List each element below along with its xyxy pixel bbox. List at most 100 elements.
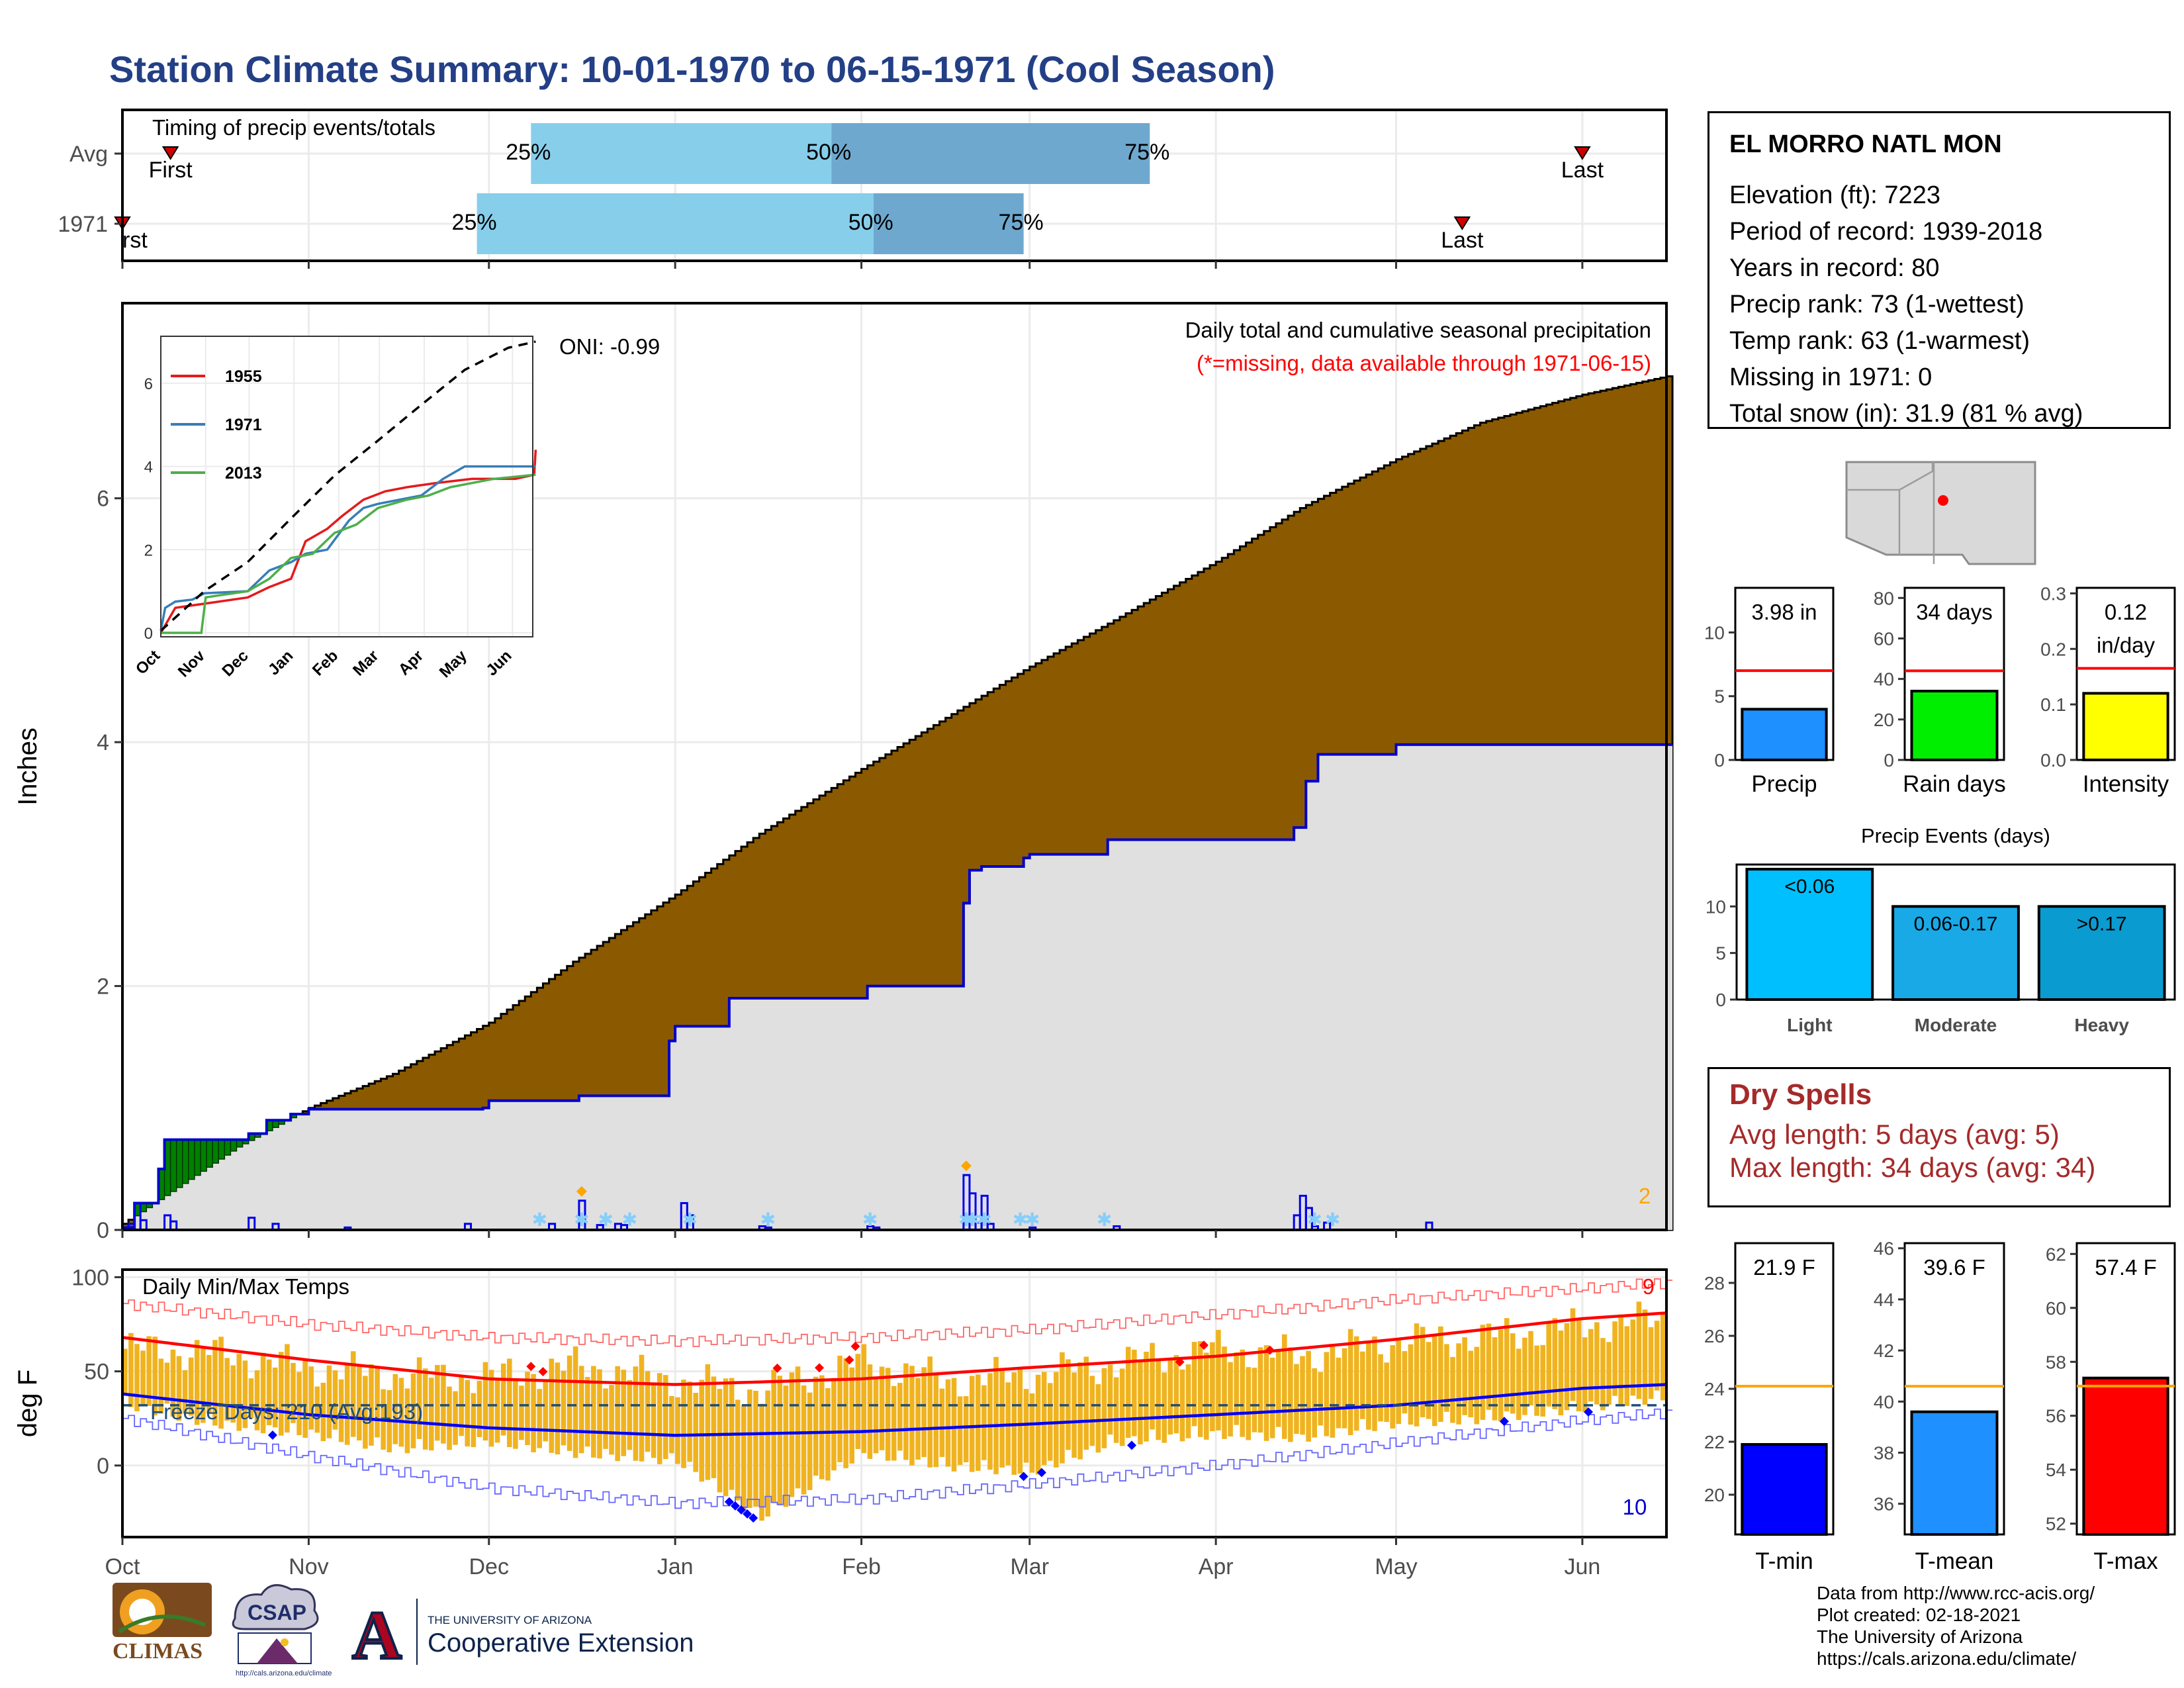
daily-temp-range-bar: [1179, 1369, 1185, 1442]
record-max-line: [122, 1278, 1673, 1347]
station-years: Years in record: 80: [1729, 254, 1940, 282]
summary-value-tmean: 39.6 F: [1923, 1255, 1985, 1280]
timing-bar-q1: [477, 193, 874, 254]
daily-temp-range-bar: [1330, 1346, 1336, 1438]
daily-temp-range-bar: [1342, 1348, 1347, 1429]
events-y-tick-label: 10: [1706, 896, 1726, 917]
freeze-days-label: Freeze Days: 210 (Avg:193): [150, 1399, 423, 1424]
events-y-tick-label: 0: [1715, 990, 1726, 1010]
daily-temp-range-bar: [945, 1379, 951, 1467]
summary-y-tick-label: 54: [2046, 1460, 2066, 1480]
events-bar: [1891, 905, 2020, 1001]
summary-bar-rain-days: [1910, 690, 1999, 761]
observed-cumulative-line: [122, 743, 1673, 1229]
daily-temp-range-bar: [873, 1377, 879, 1454]
climas-text: CLIMAS: [113, 1639, 203, 1664]
record-low-marker: [1019, 1472, 1028, 1481]
inset-legend-label: 1955: [225, 367, 262, 386]
inset-avg-line: [159, 340, 536, 632]
timing-bar-q2: [831, 123, 1150, 184]
daily-temp-range-bar: [1438, 1326, 1443, 1423]
record-low-marker: [1036, 1468, 1046, 1477]
snow-marker: ✱: [976, 1209, 991, 1230]
record-low-marker: [1499, 1417, 1509, 1427]
daily-temp-range-bar: [777, 1376, 783, 1506]
daily-temp-range-bar: [158, 1358, 164, 1414]
daily-temp-range-bar: [1257, 1347, 1263, 1433]
daily-temp-range-bar: [639, 1354, 645, 1462]
station-temp-rank: Temp rank: 63 (1-warmest): [1729, 327, 2030, 355]
daily-temp-range-bar: [1498, 1329, 1504, 1422]
daily-temp-range-bar: [1372, 1336, 1377, 1431]
daily-temp-range-bar: [266, 1359, 272, 1425]
timing-pct-75: 75%: [1124, 140, 1169, 165]
daily-temp-range-bar: [164, 1362, 170, 1404]
daily-temp-range-bar: [572, 1346, 578, 1458]
daily-temp-range-bar: [915, 1378, 921, 1460]
daily-temp-range-bar: [711, 1376, 717, 1479]
daily-temp-range-bar: [1294, 1364, 1299, 1434]
record-high-marker: [850, 1341, 860, 1351]
dry-spells-max: Max length: 34 days (avg: 34): [1729, 1152, 2096, 1183]
daily-temp-range-bar: [1083, 1356, 1089, 1450]
daily-temp-range-bar: [591, 1366, 596, 1458]
snow-marker: ✱: [958, 1209, 974, 1230]
daily-temp-range-bar: [783, 1385, 789, 1507]
inset-border: [160, 336, 533, 637]
daily-temp-range-bar: [1041, 1372, 1047, 1466]
daily-temp-range-bar: [134, 1344, 140, 1412]
daily-temp-range-bar: [1246, 1367, 1251, 1440]
avg-min-line: [122, 1383, 1667, 1437]
daily-temp-range-bar: [308, 1366, 314, 1430]
daily-temp-range-bar: [435, 1365, 440, 1441]
summary-y-tick-label: 0: [1884, 750, 1894, 771]
page-title: Station Climate Summary: 10-01-1970 to 0…: [109, 48, 1275, 90]
daily-temp-range-bar: [1234, 1352, 1239, 1425]
daily-temp-range-bar: [789, 1372, 795, 1497]
timing-last-label: Last: [1561, 158, 1604, 183]
daily-temp-range-bar: [771, 1370, 776, 1503]
events-category-label: Moderate: [1915, 1015, 1997, 1035]
precip-title: Daily total and cumulative seasonal prec…: [1185, 318, 1651, 342]
daily-temp-range-bar: [1216, 1330, 1221, 1430]
daily-temp-range-bar: [1125, 1346, 1131, 1438]
daily-temp-range-bar: [1612, 1321, 1617, 1396]
record-low-marker: [730, 1501, 740, 1511]
ua-big-text: Cooperative Extension: [428, 1628, 694, 1658]
record-high-marker: [538, 1367, 548, 1377]
daily-temp-range-bar: [320, 1382, 326, 1442]
snow-marker: ✱: [598, 1209, 613, 1230]
daily-temp-range-bar: [1095, 1384, 1101, 1453]
daily-temp-range-bar: [1300, 1356, 1305, 1435]
inset-series-line: [159, 449, 537, 633]
summary-y-tick-label: 26: [1704, 1326, 1725, 1346]
daily-temp-range-bar: [128, 1333, 134, 1407]
daily-temp-range-bar: [248, 1378, 254, 1419]
daily-temp-range-bar: [627, 1380, 633, 1450]
daily-temp-range-bar: [735, 1399, 741, 1501]
daily-temp-range-bar: [1029, 1393, 1035, 1473]
daily-temp-range-bar: [1023, 1389, 1029, 1463]
daily-temp-range-bar: [1138, 1362, 1143, 1444]
daily-temp-range-bar: [741, 1405, 747, 1510]
inset-y-tick-label: 6: [144, 375, 153, 393]
temp-title: Daily Min/Max Temps: [142, 1274, 349, 1299]
timing-pct-75: 75%: [999, 210, 1044, 235]
station-info-box: EL MORRO NATL MON Elevation (ft): 7223 P…: [1707, 111, 2171, 429]
snow-marker: ✱: [760, 1209, 776, 1230]
temp-corner-bottom: 10: [1623, 1495, 1647, 1519]
daily-temp-range-bar: [1173, 1355, 1179, 1434]
daily-temp-range-bar: [1456, 1343, 1461, 1425]
daily-temp-range-bar: [477, 1380, 482, 1437]
daily-temp-range-bar: [1576, 1320, 1582, 1411]
daily-temp-range-bar: [687, 1382, 692, 1462]
daily-temp-range-bar: [1642, 1309, 1648, 1405]
temp-y-tick-label: 0: [97, 1454, 109, 1479]
daily-temp-range-bar: [1191, 1342, 1197, 1427]
daily-temp-range-bar: [939, 1388, 945, 1458]
daily-temp-range-bar: [1275, 1348, 1281, 1427]
dry-spells-avg: Avg length: 5 days (avg: 5): [1729, 1119, 2060, 1150]
summary-y-tick-label: 0.3: [2040, 583, 2066, 604]
daily-temp-range-bar: [1414, 1323, 1420, 1427]
